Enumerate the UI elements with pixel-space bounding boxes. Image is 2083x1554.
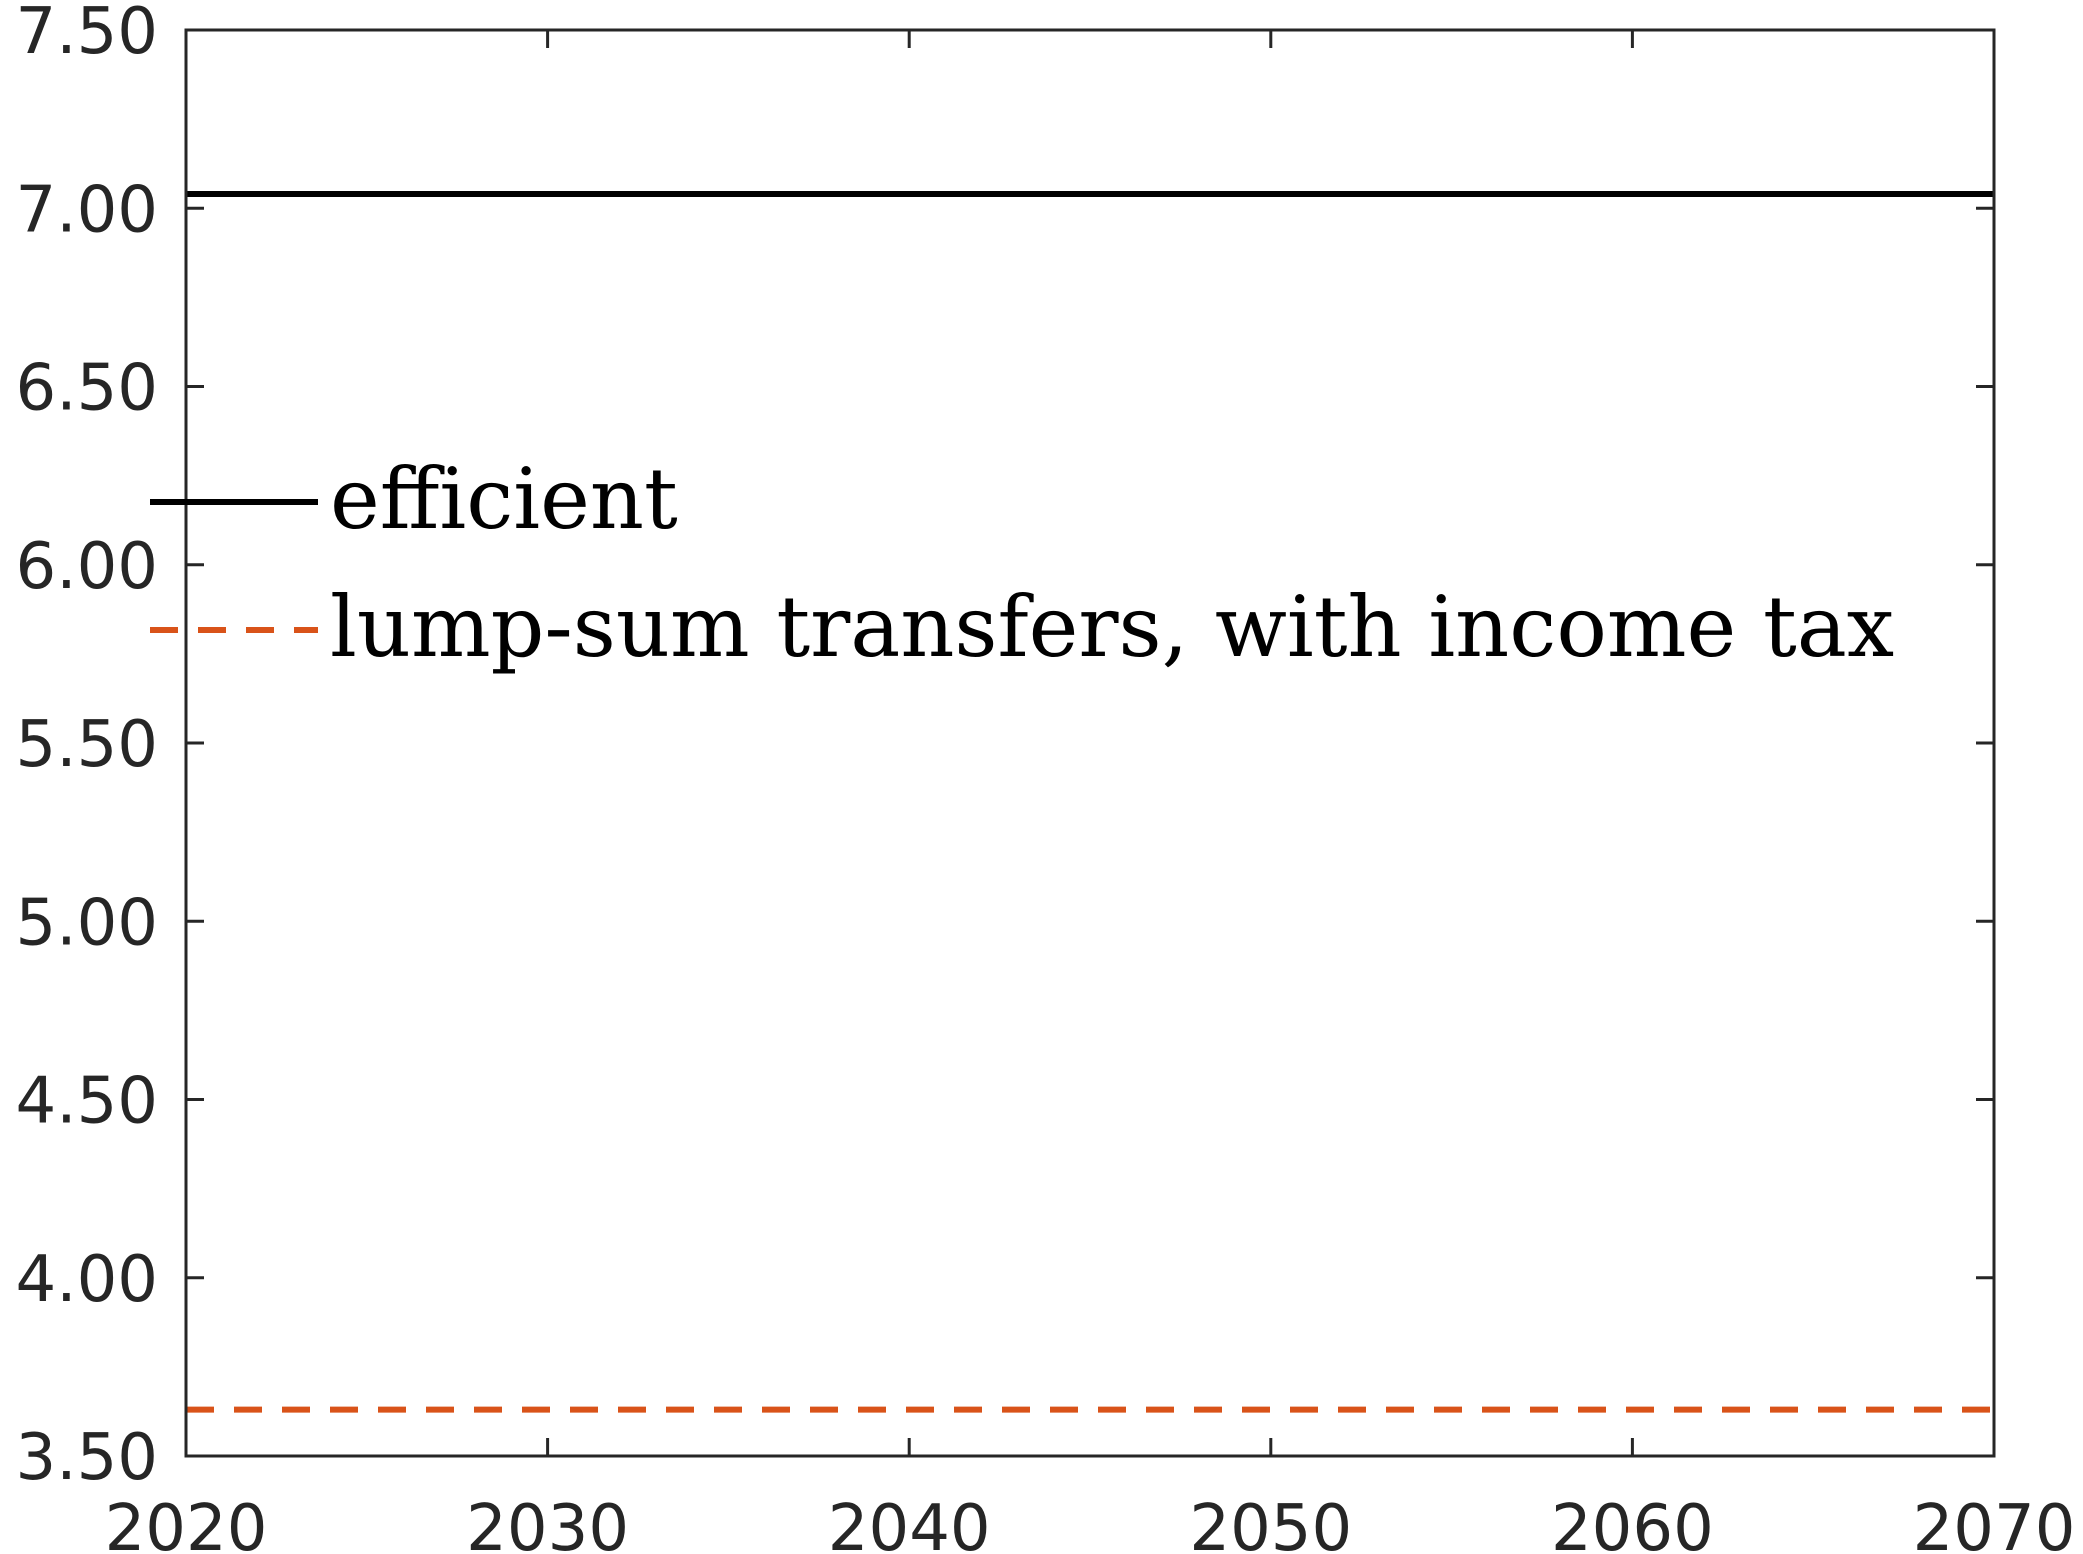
- x-tick-label: 2050: [1189, 1492, 1352, 1554]
- y-tick-label: 3.50: [16, 1421, 159, 1495]
- plot-background: [186, 30, 1994, 1456]
- legend: efficient lump-sum transfers, with income…: [150, 450, 1894, 676]
- legend-label: lump-sum transfers, with income tax: [330, 578, 1894, 676]
- y-tick-label: 6.50: [16, 352, 159, 426]
- y-tick-labels: 3.50 4.00 4.50 5.00 5.50 6.00 6.50 7.00 7.50: [16, 0, 159, 1495]
- x-tick-label: 2060: [1551, 1492, 1714, 1554]
- x-tick-label: 2040: [828, 1492, 991, 1554]
- y-tick-label: 5.50: [16, 708, 159, 782]
- x-tick-labels: 2020 2030 2040 2050 2060 2070: [105, 1492, 2076, 1554]
- y-tick-label: 7.00: [16, 173, 159, 247]
- y-tick-label: 6.00: [16, 530, 159, 604]
- y-tick-label: 4.00: [16, 1243, 159, 1317]
- plot-frame: [184, 28, 1996, 1458]
- x-tick-label: 2020: [105, 1492, 268, 1554]
- legend-label: efficient: [330, 450, 678, 548]
- y-tick-label: 5.00: [16, 886, 159, 960]
- x-tick-label: 2030: [466, 1492, 629, 1554]
- y-tick-label: 7.50: [16, 0, 159, 69]
- series-lines: [186, 190, 1994, 1413]
- x-tick-label: 2070: [1913, 1492, 2076, 1554]
- y-tick-label: 4.50: [16, 1065, 159, 1139]
